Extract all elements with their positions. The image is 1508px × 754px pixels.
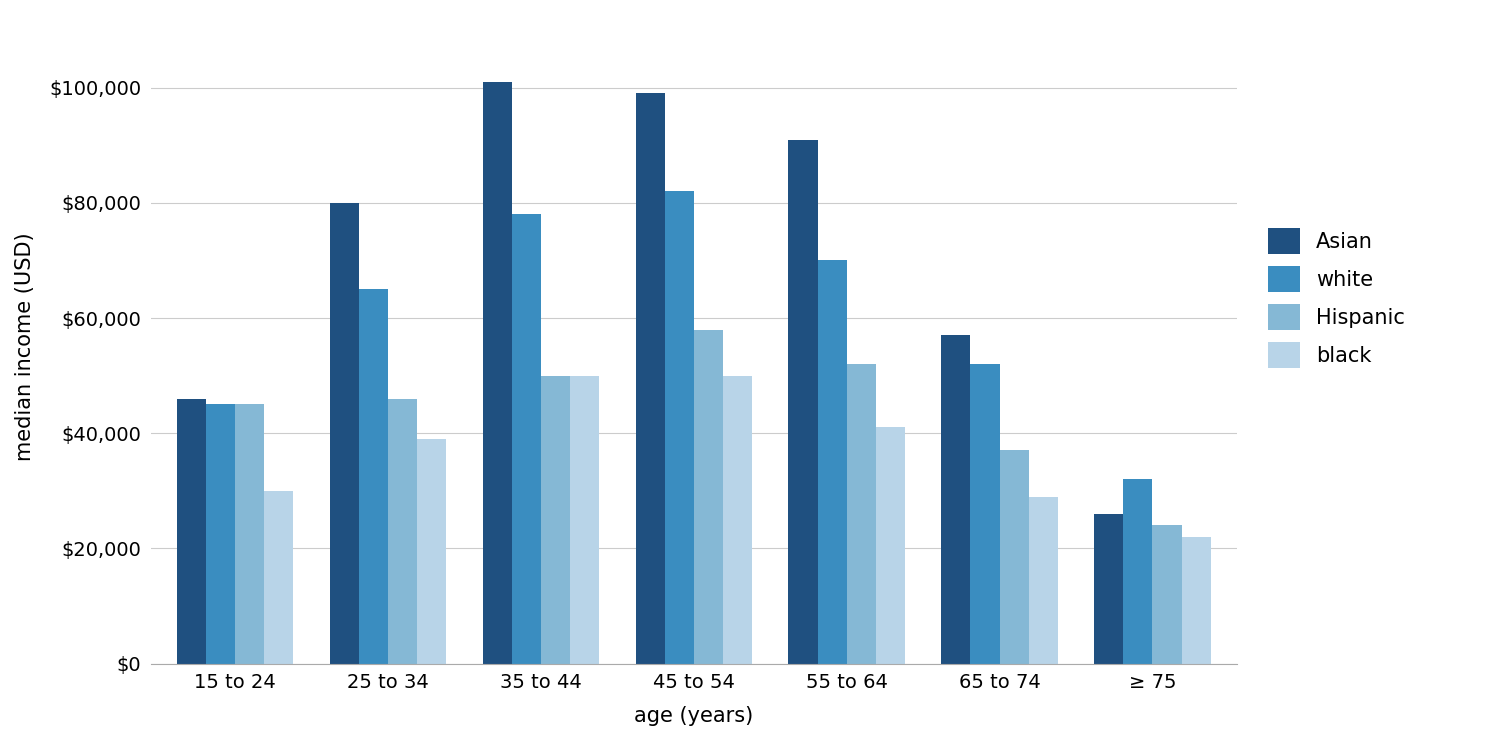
- Bar: [722, 375, 752, 664]
- Bar: [264, 491, 293, 664]
- Legend: Asian, white, Hispanic, black: Asian, white, Hispanic, black: [1258, 218, 1416, 378]
- X-axis label: age (years): age (years): [633, 706, 754, 726]
- Bar: [846, 364, 876, 664]
- Bar: [694, 329, 722, 664]
- Bar: [941, 336, 971, 664]
- Bar: [330, 203, 359, 664]
- Y-axis label: median income (USD): median income (USD): [15, 232, 35, 461]
- Bar: [388, 399, 416, 664]
- Bar: [511, 214, 541, 664]
- Bar: [570, 375, 599, 664]
- Bar: [207, 404, 235, 664]
- Bar: [789, 139, 817, 664]
- Bar: [483, 82, 511, 664]
- Bar: [1181, 537, 1211, 664]
- Bar: [1028, 497, 1057, 664]
- Bar: [1095, 513, 1123, 664]
- Bar: [1000, 450, 1028, 664]
- Bar: [541, 375, 570, 664]
- Bar: [817, 260, 846, 664]
- Bar: [416, 439, 446, 664]
- Bar: [971, 364, 1000, 664]
- Bar: [1152, 526, 1181, 664]
- Bar: [1123, 480, 1152, 664]
- Bar: [665, 192, 694, 664]
- Bar: [359, 290, 388, 664]
- Bar: [635, 93, 665, 664]
- Bar: [876, 428, 905, 664]
- Bar: [235, 404, 264, 664]
- Bar: [176, 399, 207, 664]
